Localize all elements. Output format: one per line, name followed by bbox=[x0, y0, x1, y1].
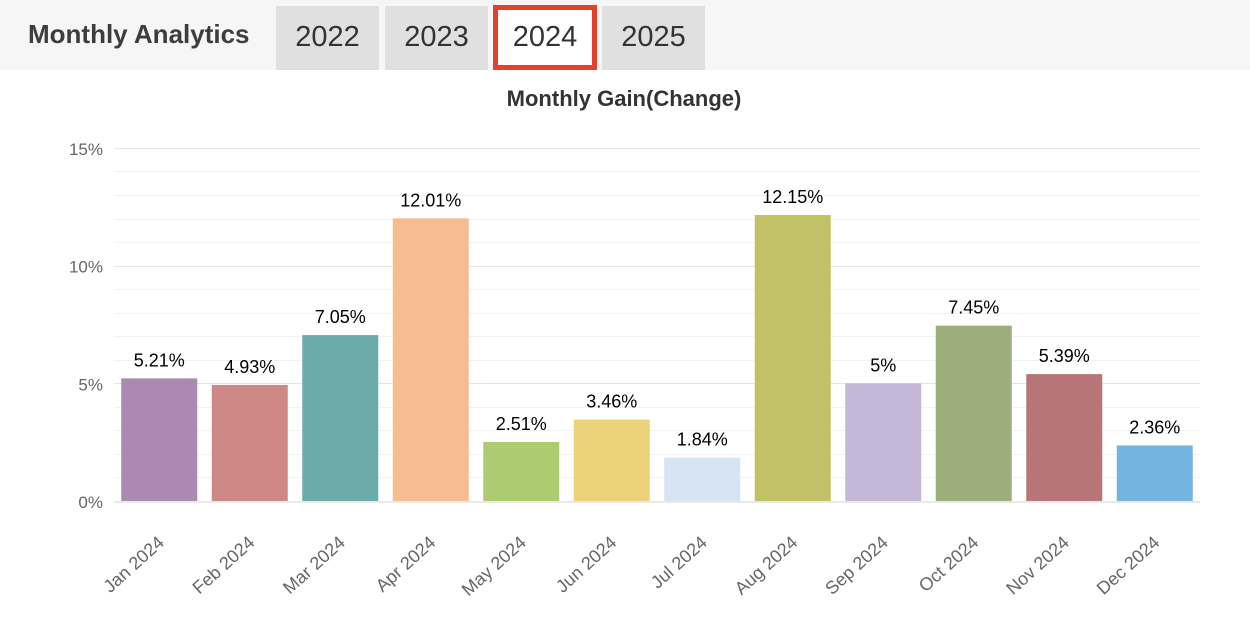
svg-text:4.93%: 4.93% bbox=[224, 357, 275, 377]
svg-text:12.01%: 12.01% bbox=[400, 190, 461, 210]
svg-text:2.36%: 2.36% bbox=[1129, 417, 1180, 437]
svg-text:Dec 2024: Dec 2024 bbox=[1093, 532, 1164, 598]
svg-text:Mar 2024: Mar 2024 bbox=[279, 532, 349, 598]
svg-text:Jul 2024: Jul 2024 bbox=[647, 532, 711, 592]
svg-text:Aug 2024: Aug 2024 bbox=[731, 532, 802, 598]
svg-text:5.21%: 5.21% bbox=[134, 350, 185, 370]
svg-text:Nov 2024: Nov 2024 bbox=[1002, 532, 1073, 598]
svg-text:Sep 2024: Sep 2024 bbox=[821, 532, 892, 598]
svg-text:Jun 2024: Jun 2024 bbox=[552, 532, 620, 596]
svg-text:15%: 15% bbox=[69, 140, 103, 159]
svg-text:3.46%: 3.46% bbox=[586, 392, 637, 412]
svg-text:12.15%: 12.15% bbox=[762, 187, 823, 207]
svg-text:10%: 10% bbox=[69, 258, 103, 277]
svg-text:Jan 2024: Jan 2024 bbox=[99, 532, 167, 596]
svg-text:5%: 5% bbox=[78, 375, 103, 394]
svg-text:May 2024: May 2024 bbox=[458, 532, 530, 600]
svg-text:7.05%: 7.05% bbox=[315, 307, 366, 327]
svg-text:Apr 2024: Apr 2024 bbox=[372, 532, 440, 596]
svg-text:Monthly Gain(Change): Monthly Gain(Change) bbox=[507, 86, 742, 111]
svg-text:7.45%: 7.45% bbox=[948, 298, 999, 318]
svg-text:5.39%: 5.39% bbox=[1039, 346, 1090, 366]
svg-text:1.84%: 1.84% bbox=[677, 430, 728, 450]
svg-text:0%: 0% bbox=[78, 493, 103, 512]
svg-text:Feb 2024: Feb 2024 bbox=[189, 532, 259, 598]
svg-text:Oct 2024: Oct 2024 bbox=[915, 532, 983, 596]
svg-text:5%: 5% bbox=[870, 355, 896, 375]
svg-text:2.51%: 2.51% bbox=[496, 414, 547, 434]
